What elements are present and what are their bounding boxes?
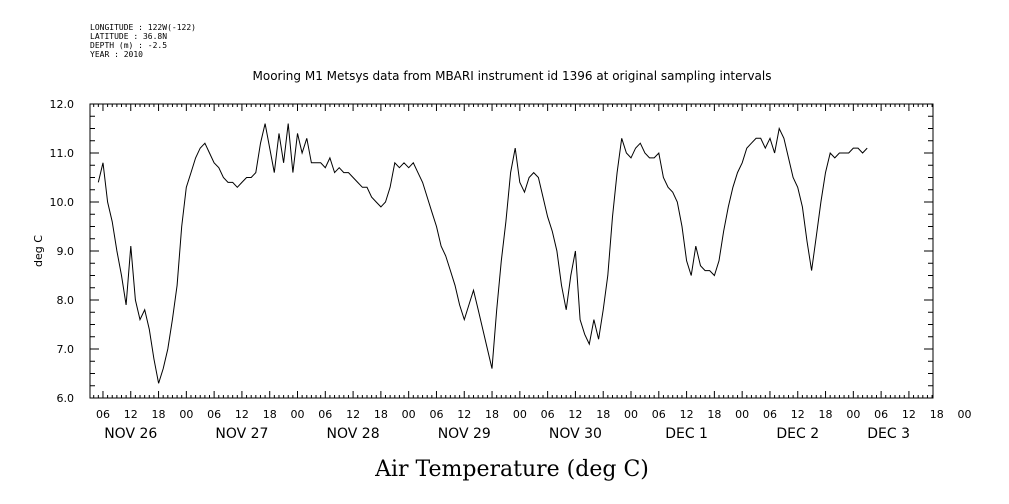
- x-hour-tick-label: 00: [179, 408, 193, 421]
- plot-frame: [89, 103, 934, 399]
- y-tick-label: 9.0: [57, 245, 75, 258]
- x-hour-tick-label: 18: [819, 408, 833, 421]
- x-hour-tick-label: 06: [96, 408, 110, 421]
- x-hour-tick-label: 12: [568, 408, 582, 421]
- x-axis: 06 12 18 00 06 12 18 00 06 12 18 00 06 12 18 00 06 12 18 00…: [93, 104, 971, 442]
- x-hour-tick-label: 06: [429, 408, 443, 421]
- x-hour-tick-label: 00: [846, 408, 860, 421]
- x-hour-tick-label: 00: [291, 408, 305, 421]
- meta-line-depth: DEPTH (m) : -2.5: [90, 41, 167, 50]
- y-tick-label: 11.0: [50, 147, 75, 160]
- x-hour-tick-label: 18: [485, 408, 499, 421]
- x-hour-tick-label: 12: [680, 408, 694, 421]
- x-hour-tick-label: 06: [652, 408, 666, 421]
- x-hour-tick-label: 12: [457, 408, 471, 421]
- x-hour-tick-label: 06: [874, 408, 888, 421]
- temperature-series-line: [97, 123, 868, 384]
- x-date-label: NOV 29: [438, 426, 491, 442]
- metadata-block: LONGITUDE : 122W(-122) LATITUDE : 36.8N …: [90, 23, 196, 59]
- x-hour-tick-label: 00: [957, 408, 971, 421]
- x-axis-label: Air Temperature (deg C): [374, 457, 649, 482]
- x-hour-tick-label: 00: [735, 408, 749, 421]
- x-hour-tick-label: 12: [124, 408, 138, 421]
- y-tick-label: 10.0: [50, 196, 75, 209]
- x-hour-tick-label: 12: [346, 408, 360, 421]
- x-date-label: NOV 27: [215, 426, 268, 442]
- x-hour-tick-label: 18: [707, 408, 721, 421]
- x-hour-tick-label: 00: [402, 408, 416, 421]
- y-axis-label: deg C: [32, 235, 45, 267]
- y-axis: 6.0 7.0 8.0 9.0 10.0 11.0 12.0: [50, 98, 933, 405]
- x-date-label: NOV 30: [549, 426, 602, 442]
- meta-line-year: YEAR : 2010: [90, 50, 143, 59]
- x-hour-tick-label: 18: [263, 408, 277, 421]
- x-date-label: DEC 1: [665, 426, 708, 442]
- x-hour-tick-label: 06: [541, 408, 555, 421]
- x-hour-tick-label: 18: [374, 408, 388, 421]
- y-tick-label: 6.0: [57, 392, 75, 405]
- x-hour-tick-label: 18: [152, 408, 166, 421]
- meta-line-longitude: LONGITUDE : 122W(-122): [90, 23, 196, 32]
- x-hour-tick-label: 12: [235, 408, 249, 421]
- x-hour-tick-label: 06: [763, 408, 777, 421]
- x-date-label: DEC 3: [867, 426, 910, 442]
- x-hour-tick-label: 06: [207, 408, 221, 421]
- meta-line-latitude: LATITUDE : 36.8N: [90, 32, 167, 41]
- x-hour-tick-label: 00: [624, 408, 638, 421]
- y-tick-label: 7.0: [57, 343, 75, 356]
- x-date-label: NOV 28: [327, 426, 380, 442]
- x-date-label: DEC 2: [776, 426, 819, 442]
- y-tick-label: 12.0: [50, 98, 75, 111]
- x-hour-tick-label: 12: [902, 408, 916, 421]
- x-date-label: NOV 26: [104, 426, 157, 442]
- series-layer: [97, 123, 868, 384]
- x-hour-tick-label: 06: [318, 408, 332, 421]
- y-tick-label: 8.0: [57, 294, 75, 307]
- x-hour-tick-label: 12: [791, 408, 805, 421]
- x-hour-tick-label: 18: [930, 408, 944, 421]
- x-hour-tick-label: 00: [513, 408, 527, 421]
- chart-title: Mooring M1 Metsys data from MBARI instru…: [253, 69, 772, 83]
- x-hour-tick-label: 18: [596, 408, 610, 421]
